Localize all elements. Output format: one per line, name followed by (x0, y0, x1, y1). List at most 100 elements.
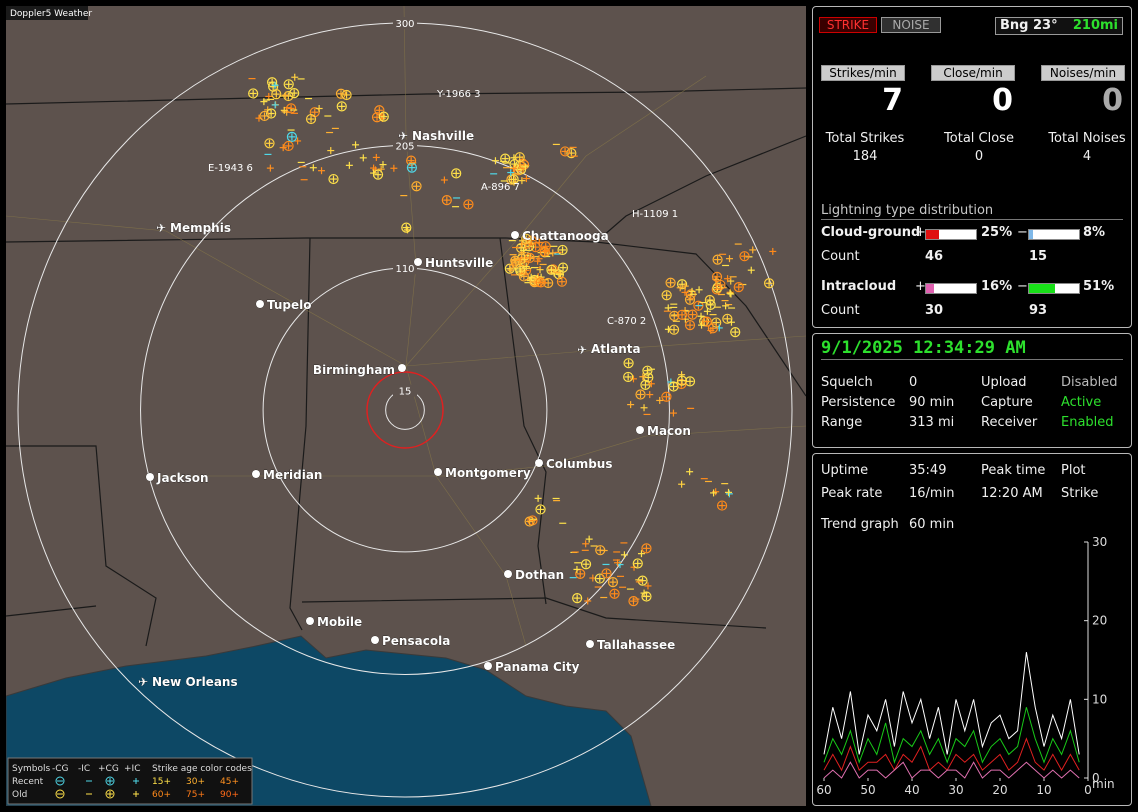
strike-symbol (441, 195, 452, 206)
strike-symbol (707, 323, 719, 334)
map: 15 110 205 300 Doppler5 Weather ✈ Nashville … (6, 6, 806, 806)
y-tick-label: 20 (1092, 614, 1107, 628)
strike-symbol (580, 559, 592, 570)
count: 46 (925, 249, 944, 264)
sign: + (915, 225, 926, 240)
y-tick-label: 0 (1092, 771, 1100, 785)
strike-symbol (411, 181, 422, 192)
strike-symbol (289, 88, 300, 99)
storm-label: A-896 7 (481, 182, 520, 193)
strike-symbol (641, 591, 652, 602)
total-label: Total Noises (1048, 131, 1126, 146)
legend-age: 60+ (152, 790, 171, 800)
city-dot (251, 469, 261, 479)
strike-symbol (642, 365, 653, 376)
strike-symbol (733, 281, 744, 293)
noise-button[interactable]: NOISE (881, 17, 941, 33)
strike-symbol (401, 222, 412, 233)
city: New Orleans (152, 675, 238, 689)
x-tick-label: 40 (904, 783, 919, 797)
setting-value: Disabled (1061, 375, 1118, 390)
city: Jackson (156, 471, 209, 485)
strike-symbol (763, 278, 775, 289)
strike-symbol (451, 168, 462, 179)
strike-symbol (643, 372, 654, 383)
legend-age: 30+ (186, 777, 205, 787)
strike-symbol (601, 568, 612, 579)
setting-value: Strike (1061, 486, 1099, 501)
strike-symbol (739, 251, 750, 262)
trend-line (823, 737, 1080, 772)
setting-label: Range (821, 415, 863, 430)
city: Huntsville (425, 256, 493, 270)
strike-button[interactable]: STRIKE (819, 17, 877, 33)
pct-fill (1029, 284, 1055, 293)
strike-symbol (716, 500, 728, 511)
strike-symbol (514, 152, 525, 163)
strike-symbol (546, 264, 557, 275)
storm-label: H-1109 1 (632, 209, 678, 220)
pct-fill (926, 230, 939, 239)
strike-symbol (712, 282, 723, 293)
rate-label: Strikes/min (821, 65, 905, 81)
trend-line (823, 761, 1080, 779)
setting-label: 12:20 AM (981, 486, 1043, 501)
map-legend: Symbols -CG -IC +CG +IC Strike age color… (7, 757, 253, 805)
strike-symbol (266, 108, 277, 119)
setting-value: 16/min (909, 486, 955, 501)
legend-text: -CG (52, 764, 69, 774)
trend-line (823, 652, 1080, 755)
setting-label: Squelch (821, 375, 873, 390)
rate-label: Close/min (931, 65, 1015, 81)
strike-symbol (607, 577, 619, 588)
city: Columbus (546, 457, 613, 471)
pct: 8% (1083, 225, 1106, 240)
trend-span: 60 min (909, 517, 955, 532)
city: Meridian (263, 468, 322, 482)
strike-symbol (305, 113, 317, 125)
sign: − (1017, 225, 1028, 240)
strike-symbol (712, 254, 723, 265)
strike-symbol (557, 262, 569, 273)
strike-symbol (504, 263, 515, 274)
strike-symbol (684, 294, 696, 305)
rate-label: Noises/min (1041, 65, 1125, 81)
city-dot (483, 661, 493, 671)
city-dot (433, 467, 443, 477)
setting-value: 313 mi (909, 415, 955, 430)
legend-text: +IC (124, 764, 140, 774)
strike-symbol (628, 596, 639, 607)
trend-chart: min 0 10 20 30 60 50 40 30 20 10 0 (816, 535, 1114, 797)
strike-symbol (286, 103, 297, 114)
strike-symbol (609, 588, 620, 599)
datetime: 9/1/2025 12:34:29 AM (821, 338, 1026, 358)
strike-symbol (637, 575, 648, 586)
x-tick-label: 10 (1036, 783, 1051, 797)
legend-age: 15+ (152, 777, 171, 787)
strike-symbol (556, 276, 568, 287)
strike-symbol (518, 271, 529, 282)
strike-symbol (641, 543, 652, 554)
strike-symbol (518, 159, 530, 170)
setting-value: Plot (1061, 463, 1086, 478)
city: Birmingham (313, 363, 395, 377)
map-title: Doppler5 Weather (10, 9, 92, 19)
ring-label: 205 (395, 142, 414, 153)
count-label: Count (821, 249, 860, 264)
strike-symbol (559, 146, 571, 157)
strike-symbol (566, 147, 577, 159)
storm-labels: Y-1966 3 E-1943 6 A-896 7 H-1109 1 C-870… (208, 89, 678, 327)
city-dot (255, 299, 265, 309)
strike-symbol (676, 279, 688, 290)
strike-symbol (539, 246, 550, 257)
strike-symbol (668, 381, 679, 392)
ring-label: 15 (399, 387, 412, 398)
airport: ✈ (156, 221, 166, 235)
type-label: Cloud-ground (821, 225, 921, 240)
strike-symbol (336, 101, 347, 112)
title-box (6, 6, 88, 20)
legend-text: Old (12, 790, 27, 800)
legend-age: 90+ (220, 790, 239, 800)
airport: ✈ (577, 343, 587, 357)
strike-symbol (572, 593, 583, 604)
